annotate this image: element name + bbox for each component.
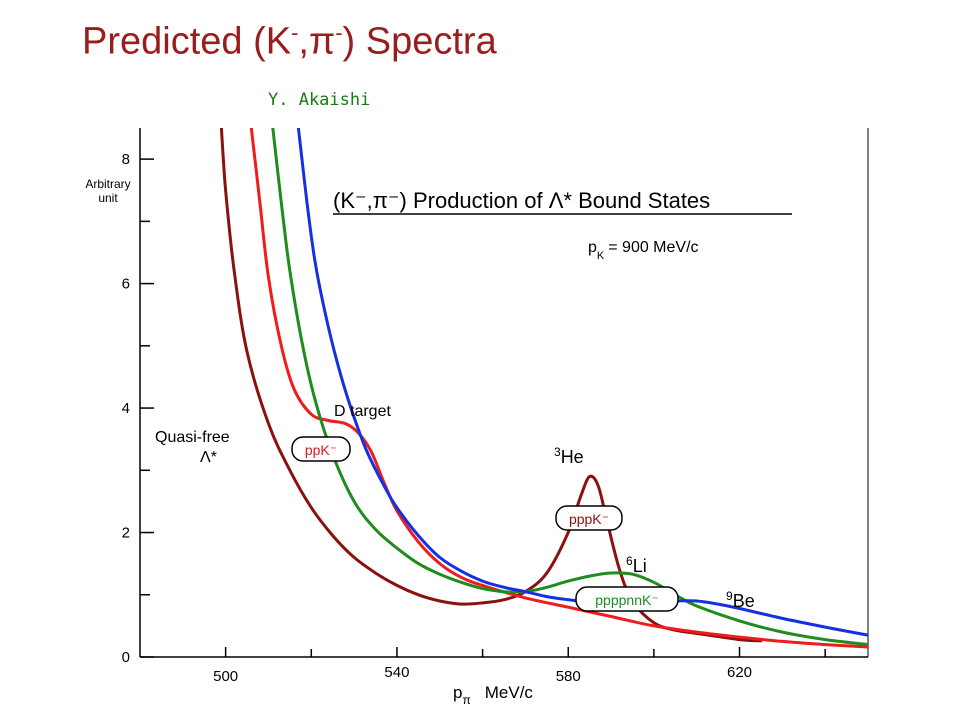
slide-title: Predicted (K-,π-) Spectra — [82, 20, 497, 64]
box-pppk: pppK⁻ — [555, 505, 623, 531]
box-ppk: ppK⁻ — [291, 436, 351, 462]
title-superscript-1: - — [291, 20, 299, 45]
x-axis-label: pπ MeV/c — [453, 683, 533, 707]
title-text-main: Predicted (K — [82, 20, 292, 63]
y-tick-label: 4 — [122, 400, 130, 417]
chart-subtitle: pK = 900 MeV/c — [588, 239, 699, 262]
x-tick-label: 500 — [213, 668, 238, 685]
y-tick-label: 2 — [122, 525, 130, 542]
series-line-1 — [249, 128, 868, 649]
annotation-lambda-star: Λ* — [200, 449, 217, 466]
series-line-3 — [296, 128, 868, 637]
y-tick-label: 0 — [122, 649, 130, 666]
series-group — [219, 128, 868, 649]
title-text-separator: ,π — [298, 20, 336, 63]
y-tick-label: 6 — [122, 276, 130, 293]
box-ppk-label: ppK⁻ — [305, 442, 337, 458]
author-label: Y. Akaishi — [268, 90, 371, 110]
y-axis-label: Arbitrary unit — [85, 177, 130, 205]
annotation-he3: 3He — [554, 445, 584, 467]
x-tick-label: 540 — [384, 664, 409, 681]
chart-title: (K⁻,π⁻) Production of Λ* Bound States — [333, 188, 710, 213]
y-tick-label: 8 — [122, 151, 130, 168]
box-ppppnnk-label: ppppnnK⁻ — [595, 592, 658, 608]
y-ticks — [140, 158, 154, 658]
x-ticks — [224, 647, 826, 657]
x-tick-label: 620 — [727, 664, 752, 681]
annotation-be9: 9Be — [726, 589, 755, 611]
box-ppppnnk: ppppnnK⁻ — [575, 586, 679, 612]
annotation-quasi-free: Quasi-free — [155, 429, 230, 446]
x-tick-label: 580 — [556, 668, 581, 685]
annotation-d-target: D target — [334, 403, 391, 420]
tick-labels: 0 2 4 6 8 500 540 580 620 — [122, 151, 752, 685]
title-text-end: ) Spectra — [342, 20, 497, 63]
box-pppk-label: pppK⁻ — [569, 511, 609, 527]
title-superscript-2: - — [335, 20, 343, 45]
annotation-li6: 6Li — [626, 554, 647, 576]
